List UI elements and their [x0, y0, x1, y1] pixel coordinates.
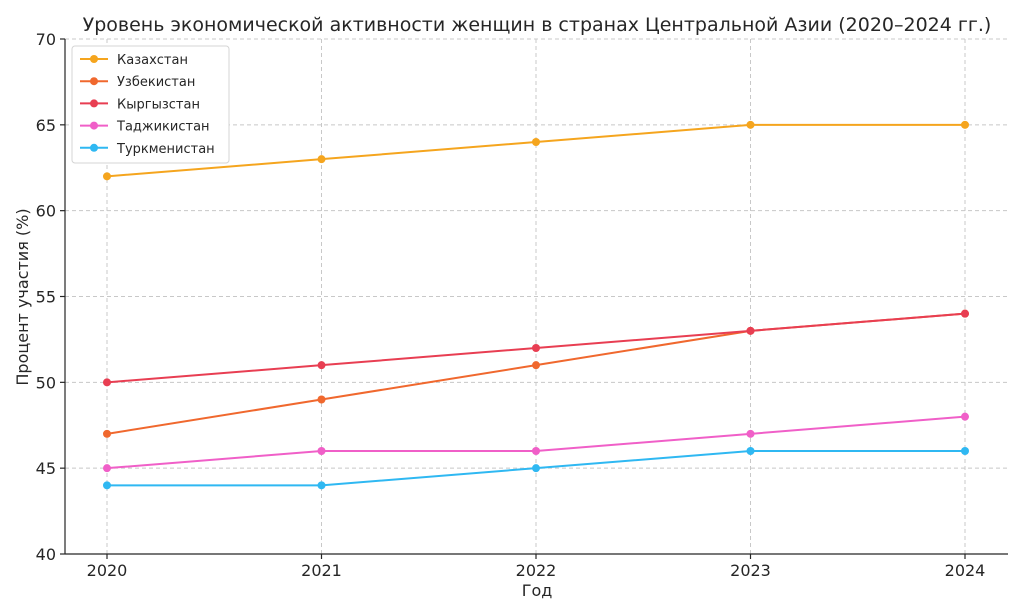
data-point	[746, 429, 755, 438]
data-point	[317, 447, 326, 455]
data-point	[103, 378, 111, 387]
data-point	[532, 361, 540, 370]
legend-label: Казахстан	[117, 53, 188, 68]
y-tick-label: 50	[36, 373, 56, 392]
y-axis-label: Процент участия (%)	[13, 208, 32, 385]
data-point	[317, 481, 326, 490]
chart-title: Уровень экономической активности женщин …	[83, 14, 992, 36]
data-point	[746, 120, 755, 129]
y-tick-label: 40	[36, 545, 56, 564]
y-tick-label: 60	[36, 202, 56, 221]
data-point	[961, 120, 969, 129]
legend-label: Узбекистан	[117, 75, 195, 90]
x-tick-label: 2024	[945, 561, 986, 580]
data-point	[103, 172, 111, 181]
x-tick-label: 2022	[516, 561, 557, 580]
axes: 40 45 50 55 60 65 70 2020 2021 2022 2023 2024	[36, 30, 1008, 580]
x-tick-label: 2020	[87, 561, 128, 580]
data-point	[317, 361, 326, 370]
y-tick-label: 65	[36, 116, 56, 135]
legend-swatch-marker	[90, 99, 98, 108]
data-point	[103, 464, 111, 473]
data-point	[532, 344, 540, 352]
data-point	[532, 138, 540, 146]
legend-label: Туркменистан	[116, 142, 215, 157]
x-tick-label: 2021	[301, 561, 342, 580]
legend-label: Кыргызстан	[117, 97, 200, 112]
legend: Казахстан Узбекистан Кыргызстан Таджикистан…	[71, 45, 230, 164]
data-point	[103, 481, 111, 490]
data-point	[961, 447, 969, 455]
data-point	[103, 429, 111, 438]
y-tick-label: 45	[36, 459, 56, 478]
y-tick-label: 70	[36, 30, 56, 49]
x-tick-label: 2023	[730, 561, 771, 580]
legend-swatch-marker	[90, 121, 98, 130]
legend-box	[71, 45, 230, 164]
data-point	[317, 395, 326, 404]
legend-swatch-marker	[90, 143, 98, 152]
data-point	[961, 412, 969, 421]
legend-swatch-marker	[90, 55, 98, 63]
legend-label: Таджикистан	[116, 120, 210, 135]
series-layer	[103, 120, 969, 490]
data-point	[746, 447, 755, 455]
data-point	[746, 326, 755, 335]
series-line	[106, 312, 966, 435]
data-point	[317, 155, 326, 164]
legend-swatch-marker	[90, 77, 98, 86]
y-tick-label: 55	[36, 288, 56, 307]
data-point	[961, 309, 969, 318]
data-point	[532, 464, 540, 473]
data-point	[532, 447, 540, 455]
x-axis-label: Год	[522, 581, 553, 600]
